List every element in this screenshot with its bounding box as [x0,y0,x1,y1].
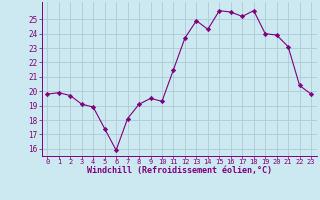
X-axis label: Windchill (Refroidissement éolien,°C): Windchill (Refroidissement éolien,°C) [87,166,272,175]
